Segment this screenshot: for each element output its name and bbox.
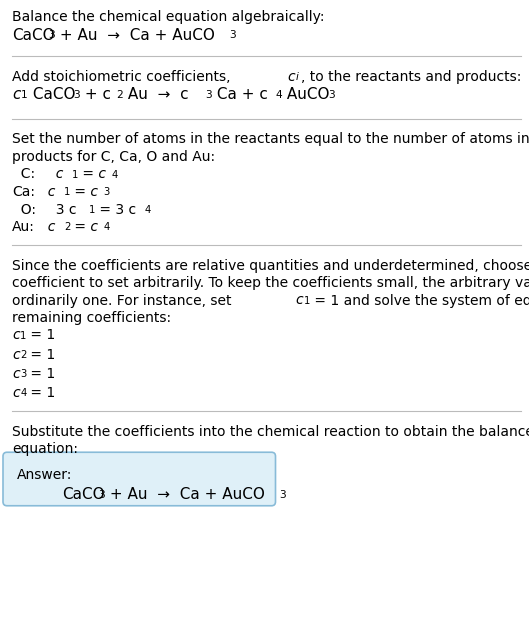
Text: coefficient to set arbitrarily. To keep the coefficients small, the arbitrary va: coefficient to set arbitrarily. To keep …	[12, 276, 529, 290]
Text: c: c	[12, 367, 20, 381]
Text: c: c	[12, 386, 20, 400]
Text: Answer:: Answer:	[17, 468, 72, 482]
Text: CaCO: CaCO	[28, 87, 75, 102]
Text: O:: O:	[12, 203, 36, 216]
Text: 3: 3	[49, 30, 56, 40]
Text: 1: 1	[72, 170, 79, 180]
Text: 2: 2	[64, 222, 70, 232]
Text: ordinarily one. For instance, set: ordinarily one. For instance, set	[12, 293, 236, 307]
Text: CaCO: CaCO	[62, 488, 105, 502]
Text: = c: = c	[70, 220, 98, 234]
Text: 3: 3	[229, 30, 236, 40]
Text: remaining coefficients:: remaining coefficients:	[12, 311, 171, 325]
Text: C:: C:	[12, 167, 35, 181]
Text: Balance the chemical equation algebraically:: Balance the chemical equation algebraica…	[12, 10, 324, 24]
Text: i: i	[295, 72, 298, 82]
Text: + Au  →  Ca + AuCO: + Au → Ca + AuCO	[105, 488, 265, 502]
Text: products for C, Ca, O and Au:: products for C, Ca, O and Au:	[12, 150, 215, 164]
FancyBboxPatch shape	[3, 452, 276, 506]
Text: 4: 4	[103, 222, 110, 232]
Text: Add stoichiometric coefficients,: Add stoichiometric coefficients,	[12, 70, 235, 83]
Text: = 1: = 1	[26, 348, 56, 362]
Text: AuCO: AuCO	[282, 87, 330, 102]
Text: Since the coefficients are relative quantities and underdetermined, choose a: Since the coefficients are relative quan…	[12, 258, 529, 273]
Text: = c: = c	[70, 185, 98, 199]
Text: equation:: equation:	[12, 442, 78, 456]
Text: = 3 c: = 3 c	[95, 203, 136, 216]
Text: c: c	[12, 329, 20, 342]
Text: 1: 1	[304, 296, 310, 306]
Text: , to the reactants and products:: , to the reactants and products:	[301, 70, 522, 83]
Text: c: c	[295, 293, 303, 307]
Text: 3: 3	[205, 90, 212, 100]
Text: CaCO: CaCO	[12, 28, 54, 43]
Text: 3: 3	[279, 490, 286, 500]
Text: Ca + c: Ca + c	[212, 87, 268, 102]
Text: 3: 3	[329, 90, 335, 100]
Text: Au:: Au:	[12, 220, 35, 234]
Text: Set the number of atoms in the reactants equal to the number of atoms in the: Set the number of atoms in the reactants…	[12, 132, 529, 147]
Text: 1: 1	[64, 187, 70, 198]
Text: 2: 2	[116, 90, 123, 100]
Text: 1: 1	[89, 204, 95, 214]
Text: = 1: = 1	[26, 329, 56, 342]
Text: 1: 1	[20, 330, 26, 340]
Text: + Au  →  Ca + AuCO: + Au → Ca + AuCO	[55, 28, 215, 43]
Text: 1: 1	[21, 90, 28, 100]
Text: 3 c: 3 c	[47, 203, 77, 216]
Text: 3: 3	[103, 187, 110, 198]
Text: 3: 3	[20, 369, 26, 379]
Text: 2: 2	[20, 350, 26, 360]
Text: c: c	[287, 70, 295, 83]
Text: + c: + c	[80, 87, 111, 102]
Text: c: c	[39, 185, 56, 199]
Text: Ca:: Ca:	[12, 185, 35, 199]
Text: c: c	[39, 220, 56, 234]
Text: = 1: = 1	[26, 367, 56, 381]
Text: = 1: = 1	[26, 386, 56, 400]
Text: c: c	[12, 348, 20, 362]
Text: 3: 3	[99, 490, 105, 500]
Text: Substitute the coefficients into the chemical reaction to obtain the balanced: Substitute the coefficients into the che…	[12, 424, 529, 439]
Text: = 1 and solve the system of equations for the: = 1 and solve the system of equations fo…	[309, 293, 529, 307]
Text: = c: = c	[78, 167, 106, 181]
Text: 4: 4	[145, 204, 151, 214]
Text: 3: 3	[74, 90, 80, 100]
Text: Au  →  c: Au → c	[123, 87, 188, 102]
Text: 4: 4	[20, 389, 26, 398]
Text: 4: 4	[276, 90, 282, 100]
Text: c: c	[12, 87, 21, 102]
Text: 4: 4	[112, 170, 118, 180]
Text: c: c	[47, 167, 63, 181]
